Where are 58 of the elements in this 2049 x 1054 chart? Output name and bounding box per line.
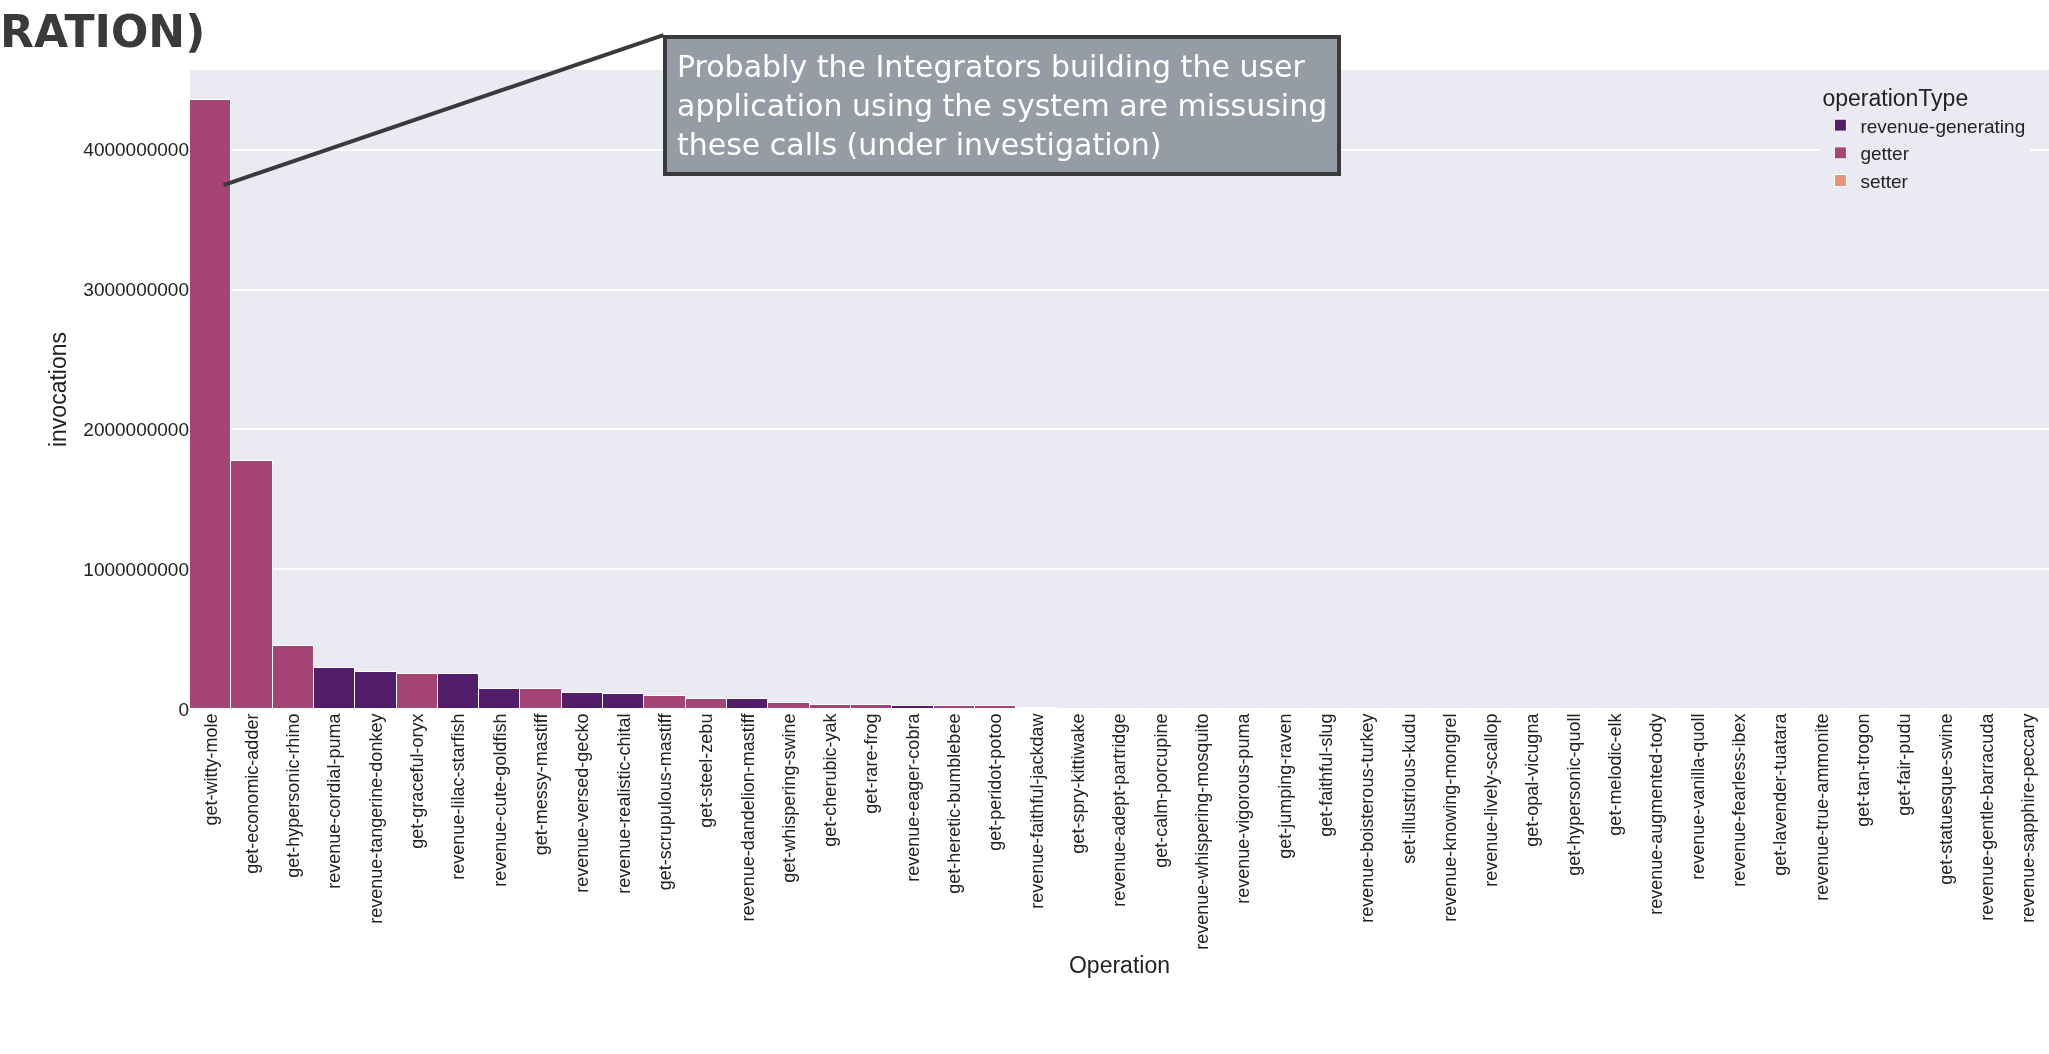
x-tick-label: get-opal-vicugna bbox=[1522, 712, 1543, 847]
y-axis-title: invocations bbox=[44, 331, 71, 448]
x-tick-label: get-spry-kittiwake bbox=[1068, 713, 1089, 854]
x-tick-label: revenue-augmented-tody bbox=[1646, 713, 1667, 915]
x-tick-label: get-heretic-bumblebee bbox=[944, 713, 965, 894]
x-tick-label: revenue-knowing-mongrel bbox=[1439, 713, 1460, 922]
annotation: Probably the Integrators building the user application using the system are missusing these calls (under investigation) bbox=[677, 49, 1328, 162]
x-tick-label: get-calm-porcupine bbox=[1150, 713, 1171, 868]
x-tick-label: revenue-realistic-chital bbox=[613, 713, 634, 894]
x-tick-label: revenue-fearless-ibex bbox=[1729, 713, 1750, 887]
x-tick-label: get-economic-adder bbox=[241, 713, 262, 874]
x-tick-label: get-cherubic-yak bbox=[820, 712, 841, 847]
x-tick-label: revenue-faithful-jackdaw bbox=[1026, 712, 1047, 909]
x-tick-label: revenue-tangerine-donkey bbox=[365, 713, 386, 924]
y-tick-label: 3000000000 bbox=[83, 279, 189, 301]
x-tick-label: revenue-vigorous-puma bbox=[1233, 712, 1254, 904]
x-tick-label: get-witty-mole bbox=[200, 713, 221, 826]
legend-label: getter bbox=[1860, 143, 1910, 165]
y-tick-label: 2000000000 bbox=[83, 419, 189, 440]
x-tick-label: get-jumping-raven bbox=[1274, 713, 1295, 859]
x-tick-label: get-steel-zebu bbox=[696, 713, 717, 828]
x-axis-title: Operation bbox=[1068, 952, 1171, 979]
y-tick-label: 0 bbox=[178, 698, 189, 720]
x-tick-label: revenue-versed-gecko bbox=[572, 713, 593, 893]
x-tick-label: revenue-vanilla-quoll bbox=[1687, 713, 1708, 880]
x-tick-label: get-graceful-oryx bbox=[407, 713, 428, 849]
x-tick-label: get-lavender-tuatara bbox=[1770, 712, 1791, 876]
x-tick-label: set-illustrious-kudu bbox=[1398, 713, 1419, 864]
x-tick-label: get-messy-mastiff bbox=[530, 712, 551, 856]
x-tick-label: revenue-adept-partridge bbox=[1109, 713, 1130, 907]
x-tick-label: get-hypersonic-quoll bbox=[1563, 713, 1584, 876]
x-tick-label: get-hypersonic-rhino bbox=[283, 713, 304, 878]
legend-label: setter bbox=[1860, 170, 1909, 192]
x-tick-label: revenue-true-ammonite bbox=[1811, 713, 1832, 901]
x-tick-label: revenue-sapphire-peccary bbox=[2018, 713, 2039, 923]
y-tick-label: 1000000000 bbox=[83, 558, 189, 580]
x-tick-label: revenue-eager-cobra bbox=[902, 712, 923, 882]
x-tick-label: revenue-cordial-puma bbox=[324, 712, 345, 889]
x-tick-label: revenue-lilac-starfish bbox=[448, 713, 469, 880]
x-tick-label: get-faithful-slug bbox=[1315, 713, 1336, 837]
x-tick-label: get-tan-trogon bbox=[1852, 713, 1873, 827]
chart-title: RATION) bbox=[0, 5, 206, 57]
legend-title: operationType bbox=[1822, 85, 1969, 112]
x-tick-label: get-whispering-swine bbox=[778, 713, 799, 883]
y-tick-label: 4000000000 bbox=[83, 139, 189, 161]
x-tick-label: revenue-dandelion-mastiff bbox=[737, 712, 758, 922]
x-tick-label: get-scrupulous-mastiff bbox=[654, 712, 675, 891]
x-tick-label: revenue-gentle-barracuda bbox=[1976, 712, 1997, 921]
x-tick-label: revenue-lively-scallop bbox=[1481, 713, 1502, 887]
x-tick-label: get-statuesque-swine bbox=[1935, 713, 1956, 885]
legend-label: revenue-generating bbox=[1860, 115, 2026, 137]
x-tick-label: get-fair-pudu bbox=[1894, 713, 1915, 816]
x-tick-label: get-peridot-potoo bbox=[985, 713, 1006, 851]
x-tick-label: revenue-boisterous-turkey bbox=[1357, 713, 1378, 923]
x-tick-label: revenue-cute-goldfish bbox=[489, 713, 510, 887]
x-tick-label: get-rare-frog bbox=[861, 713, 882, 814]
x-tick-label: revenue-whispering-mosquito bbox=[1191, 713, 1212, 950]
x-tick-label: get-melodic-elk bbox=[1605, 712, 1626, 836]
